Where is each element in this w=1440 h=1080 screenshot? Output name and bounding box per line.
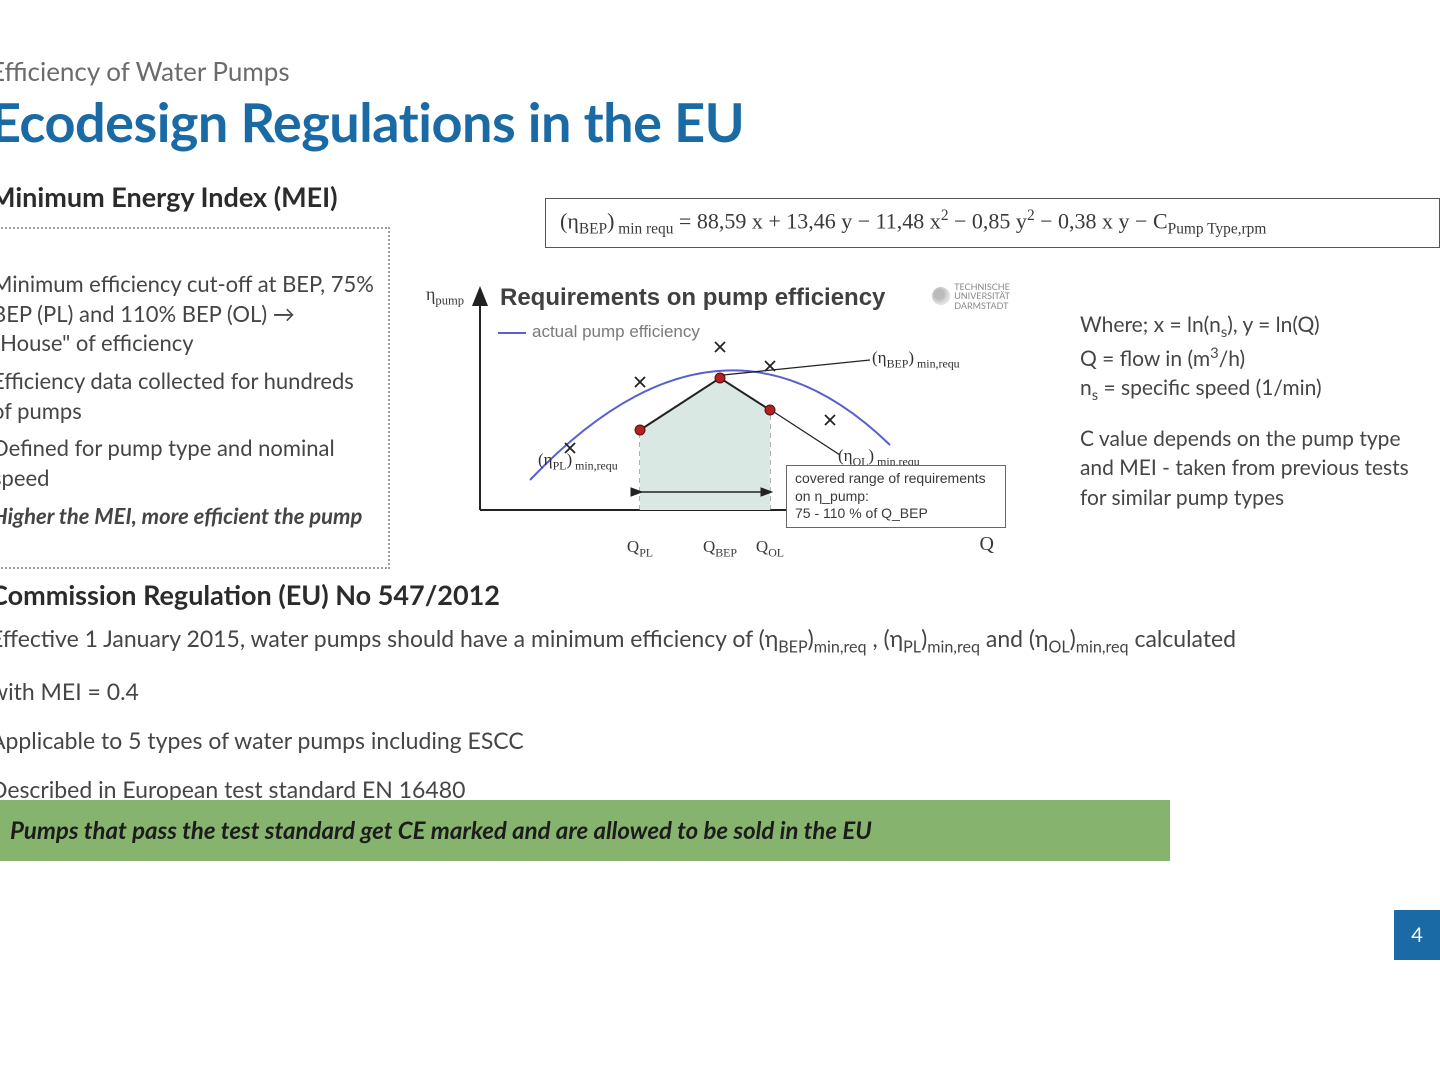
regulation-line-1b: with MEI = 0.4 [0,676,1440,707]
formula-box: (ηBEP) min requ = 88,59 x + 13,46 y − 11… [545,198,1440,248]
mei-line-4: Higher the MEI, more efficient the pump [0,501,378,531]
highlight-bar: Pumps that pass the test standard get CE… [0,800,1170,861]
range-note-box: covered range of requirements on η_pump:… [786,465,1006,528]
formula-variable-definitions: Where; x = ln(ns), y = ln(Q) Q = flow in… [1080,310,1440,512]
regulation-line-1a: Effective 1 January 2015, water pumps sh… [0,623,1440,658]
label-eta-pl: (ηPL) min,requ [538,450,618,473]
regulation-line-2: Applicable to 5 types of water pumps inc… [0,725,1440,756]
university-logo-icon [932,287,950,305]
legend-actual-efficiency: actual pump efficiency [498,322,700,342]
page-number-badge: 4 [1394,910,1440,960]
efficiency-chart: Requirements on pump efficiency TECHNISC… [420,270,1040,560]
slide: Efficiency of Water Pumps Ecodesign Regu… [0,0,1440,1080]
mei-line-1: Minimum efficiency cut-off at BEP, 75% B… [0,269,378,358]
pretitle: Efficiency of Water Pumps [0,55,1440,87]
y-axis-label: ηpump [426,284,464,309]
regulation-section: Commission Regulation (EU) No 547/2012 E… [0,552,1440,805]
mei-definition-box: Minimum efficiency cut-off at BEP, 75% B… [0,227,390,569]
university-badge: TECHNISCHE UNIVERSITÄT DARMSTADT [932,282,1010,310]
main-title: Ecodesign Regulations in the EU [0,89,1440,154]
mei-line-2: Efficiency data collected for hundreds o… [0,366,378,425]
chart-title: Requirements on pump efficiency [500,284,885,312]
regulation-heading: Commission Regulation (EU) No 547/2012 [0,578,1440,611]
label-eta-bep: (ηBEP) min,requ [872,348,960,371]
mei-line-3: Defined for pump type and nominal speed [0,433,378,492]
